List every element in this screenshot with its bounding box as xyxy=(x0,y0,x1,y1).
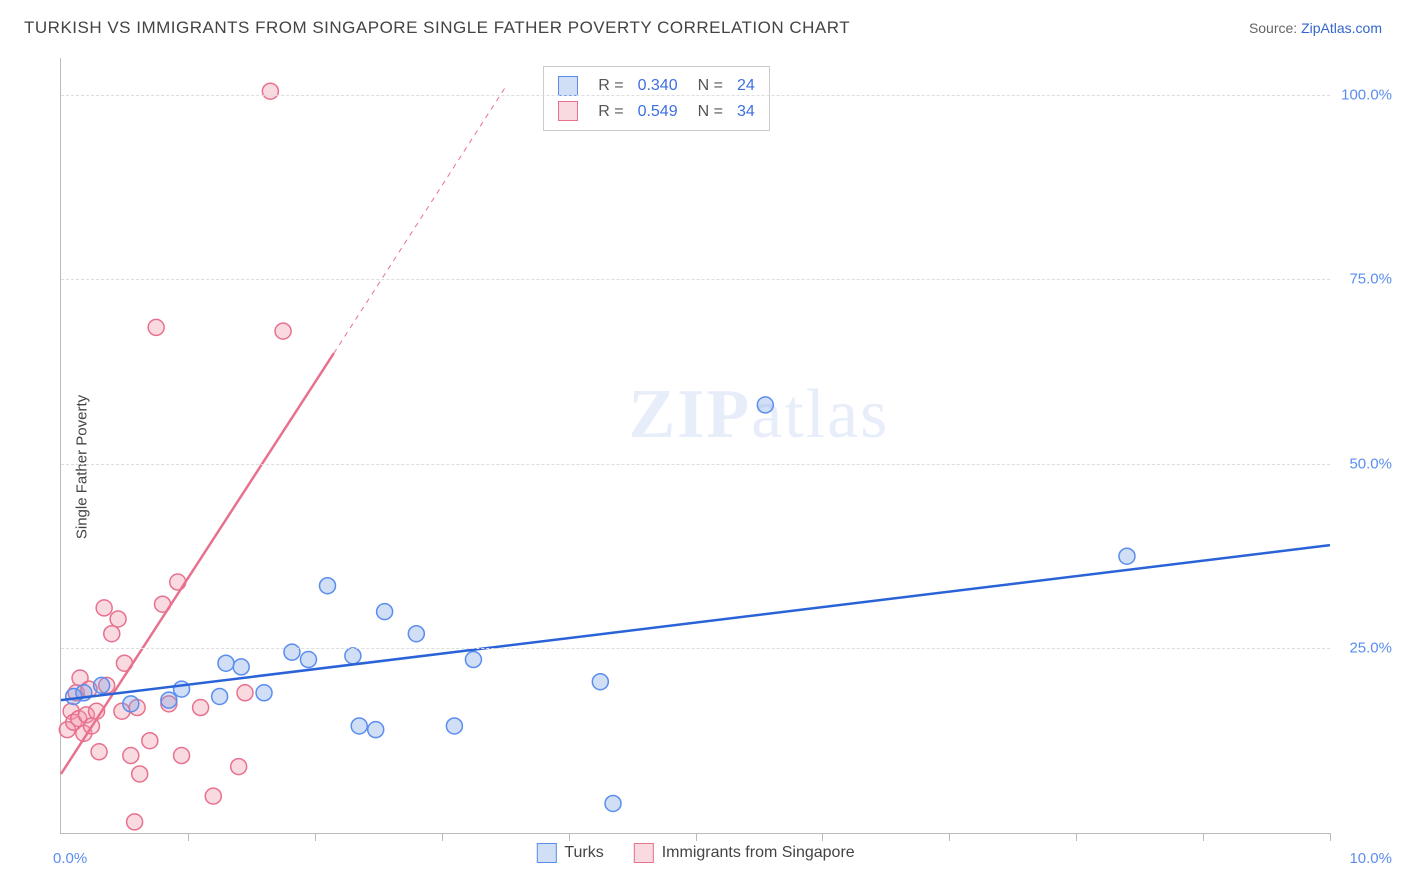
swatch-pink-icon xyxy=(558,101,578,121)
plot-wrapper: Single Father Poverty ZIPatlas R = 0.340… xyxy=(8,50,1398,884)
title-bar: TURKISH VS IMMIGRANTS FROM SINGAPORE SIN… xyxy=(24,18,1382,38)
legend-stats-row-pink: R = 0.549 N = 34 xyxy=(558,99,755,125)
xtick xyxy=(822,833,823,841)
xtick xyxy=(569,833,570,841)
legend-item-pink: Immigrants from Singapore xyxy=(634,843,855,863)
xtick xyxy=(188,833,189,841)
ytick-label: 75.0% xyxy=(1349,271,1392,288)
xtick xyxy=(1203,833,1204,841)
legend-stats: R = 0.340 N = 24 R = 0.549 N = 34 xyxy=(543,66,770,131)
xtick xyxy=(442,833,443,841)
gridline-h xyxy=(61,648,1330,649)
source-text: Source: ZipAtlas.com xyxy=(1249,20,1382,36)
gridline-h xyxy=(61,279,1330,280)
gridline-h xyxy=(61,464,1330,465)
n-value-pink: 34 xyxy=(737,99,755,125)
ytick-label: 25.0% xyxy=(1349,640,1392,657)
swatch-blue-icon xyxy=(536,843,556,863)
r-label-pink: R = xyxy=(598,99,623,125)
r-value-pink: 0.549 xyxy=(638,99,678,125)
xtick xyxy=(1330,833,1331,841)
chart-title: TURKISH VS IMMIGRANTS FROM SINGAPORE SIN… xyxy=(24,18,850,38)
ytick-label: 100.0% xyxy=(1341,86,1392,103)
source-label: Source: xyxy=(1249,20,1301,36)
legend-label-pink: Immigrants from Singapore xyxy=(662,844,855,862)
source-link[interactable]: ZipAtlas.com xyxy=(1301,20,1382,36)
swatch-pink-icon xyxy=(634,843,654,863)
xtick-label-max: 10.0% xyxy=(1349,850,1392,867)
xtick xyxy=(315,833,316,841)
ytick-label: 50.0% xyxy=(1349,455,1392,472)
xtick xyxy=(1076,833,1077,841)
n-label-pink: N = xyxy=(698,99,723,125)
plot-area: ZIPatlas R = 0.340 N = 24 R = 0.549 N = … xyxy=(60,58,1330,834)
gridline-h xyxy=(61,95,1330,96)
xtick xyxy=(949,833,950,841)
legend-label-blue: Turks xyxy=(564,844,603,862)
legend-item-blue: Turks xyxy=(536,843,603,863)
swatch-blue-icon xyxy=(558,76,578,96)
legend-series: Turks Immigrants from Singapore xyxy=(536,843,854,863)
xtick xyxy=(696,833,697,841)
xtick-label-min: 0.0% xyxy=(53,850,87,867)
scatter-svg xyxy=(61,58,1330,833)
